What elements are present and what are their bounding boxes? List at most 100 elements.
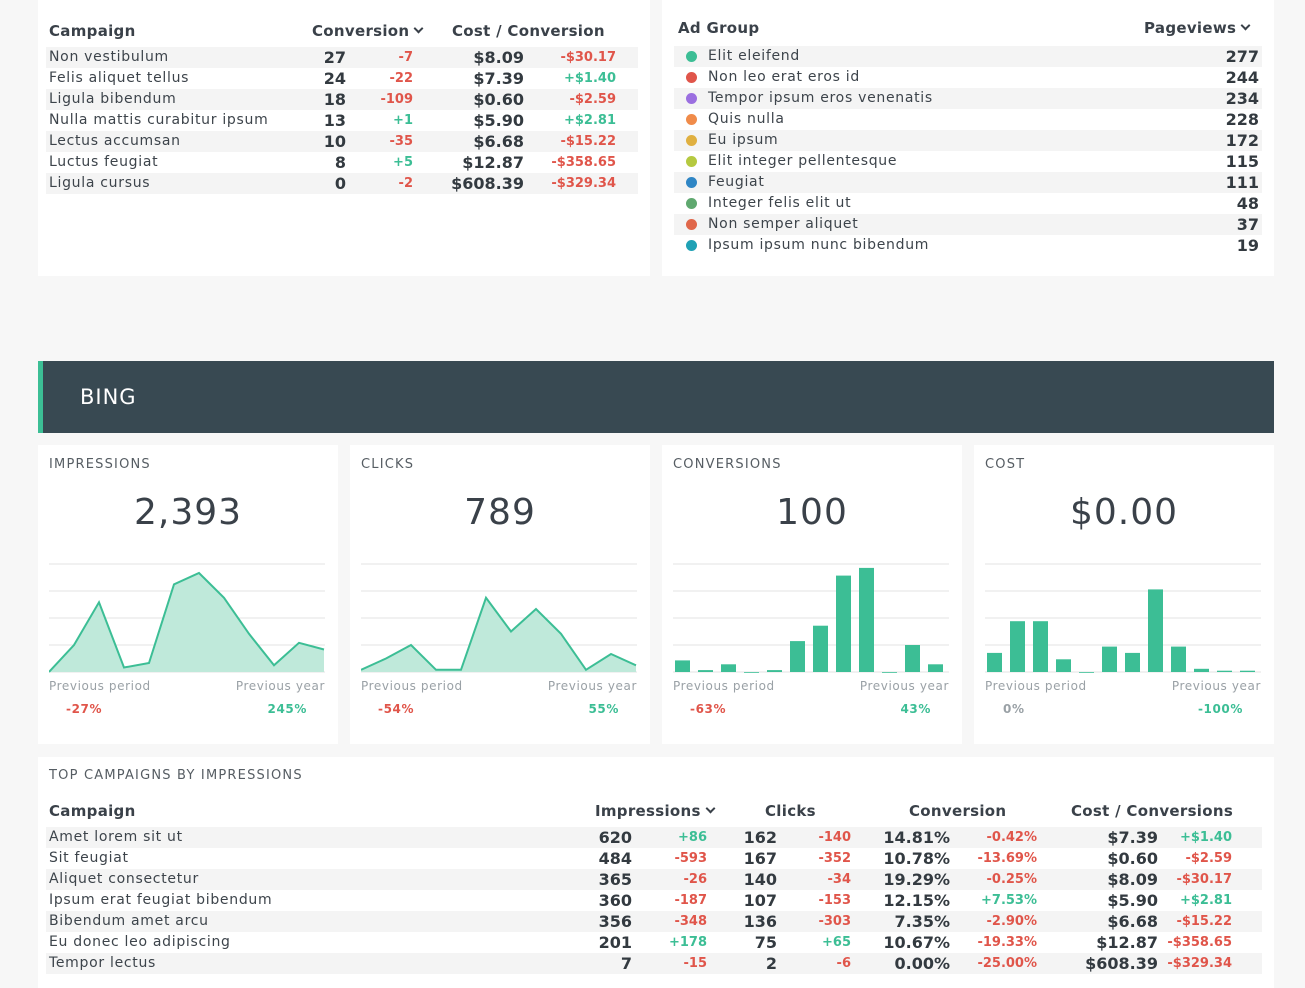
ad-group-name: Integer felis elit ut bbox=[708, 195, 852, 211]
metric-chart bbox=[361, 563, 637, 673]
pageviews-value: 19 bbox=[1236, 236, 1259, 255]
impressions-delta: -15 bbox=[683, 956, 708, 971]
table-row[interactable]: Ipsum erat feugiat bibendum 360 -187 107 -15… bbox=[46, 890, 1262, 911]
campaign-name: Sit feugiat bbox=[49, 850, 129, 866]
table-row[interactable]: Aliquet consectetur 365 -26 140 -34 19.29% -0.… bbox=[46, 869, 1262, 890]
bar bbox=[1056, 659, 1071, 672]
pageviews-column-header[interactable]: Pageviews bbox=[1144, 19, 1251, 37]
conversion-delta: +1 bbox=[393, 113, 413, 128]
clicks-delta: -34 bbox=[827, 872, 852, 887]
pageviews-value: 234 bbox=[1225, 89, 1259, 108]
conversion-delta: -22 bbox=[389, 71, 414, 86]
bar bbox=[882, 672, 897, 673]
section-banner: BING bbox=[38, 361, 1274, 433]
previous-year-value: 245% bbox=[267, 702, 307, 716]
impressions-value: 201 bbox=[598, 933, 632, 952]
campaign-name: Felis aliquet tellus bbox=[49, 70, 190, 86]
cost-value: $0.60 bbox=[473, 90, 524, 109]
cost-value: $12.87 bbox=[1096, 933, 1158, 952]
conversion-value: 27 bbox=[323, 48, 346, 67]
ad-group-column-header: Ad Group bbox=[678, 19, 760, 37]
bar bbox=[675, 660, 690, 672]
cost-value: $6.68 bbox=[1107, 912, 1158, 931]
cost-value: $12.87 bbox=[462, 153, 524, 172]
impressions-value: 365 bbox=[598, 870, 632, 889]
conversion-value: 13 bbox=[323, 111, 346, 130]
campaign-name: Ipsum erat feugiat bibendum bbox=[49, 892, 273, 908]
previous-period-label: Previous period bbox=[49, 679, 151, 693]
pageviews-value: 277 bbox=[1225, 47, 1259, 66]
pageviews-value: 244 bbox=[1225, 68, 1259, 87]
table-row[interactable]: Non vestibulum 27 -7 $8.09 -$30.17 bbox=[46, 47, 638, 68]
impressions-header-label: Impressions bbox=[595, 802, 701, 820]
table-row[interactable]: Sit feugiat 484 -593 167 -352 10.78% -13.69% $0… bbox=[46, 848, 1262, 869]
table-row[interactable]: Tempor ipsum eros venenatis 234 bbox=[674, 88, 1262, 109]
metric-card-conversions: CONVERSIONS 100 Previous period Previous ye… bbox=[662, 445, 962, 744]
table-row[interactable]: Elit eleifend 277 bbox=[674, 46, 1262, 67]
ad-group-name: Elit integer pellentesque bbox=[708, 153, 898, 169]
table-row[interactable]: Ligula cursus 0 -2 $608.39 -$329.34 bbox=[46, 173, 638, 194]
table-row[interactable]: Nulla mattis curabitur ipsum 13 +1 $5.90 +$2… bbox=[46, 110, 638, 131]
bar bbox=[698, 670, 713, 672]
clicks-value: 136 bbox=[743, 912, 777, 931]
previous-year-value: 55% bbox=[588, 702, 619, 716]
cost-conversion-column-header: Cost / Conversion bbox=[452, 22, 605, 40]
table-row[interactable]: Lectus accumsan 10 -35 $6.68 -$15.22 bbox=[46, 131, 638, 152]
legend-dot-icon bbox=[686, 177, 697, 188]
previous-year-value: 43% bbox=[900, 702, 931, 716]
cost-delta: -$15.22 bbox=[560, 134, 616, 149]
impressions-delta: -187 bbox=[674, 893, 707, 908]
cost-delta: +$1.40 bbox=[563, 71, 616, 86]
table-row[interactable]: Bibendum amet arcu 356 -348 136 -303 7.35% -2.… bbox=[46, 911, 1262, 932]
campaign-name: Amet lorem sit ut bbox=[49, 829, 183, 845]
bar bbox=[1033, 621, 1048, 672]
bar bbox=[905, 645, 920, 672]
table-row[interactable]: Felis aliquet tellus 24 -22 $7.39 +$1.40 bbox=[46, 68, 638, 89]
impressions-value: 620 bbox=[598, 828, 632, 847]
table-row[interactable]: Quis nulla 228 bbox=[674, 109, 1262, 130]
table-row[interactable]: Non semper aliquet 37 bbox=[674, 214, 1262, 235]
bar bbox=[1171, 646, 1186, 672]
cost-delta: -$30.17 bbox=[560, 50, 616, 65]
table-row[interactable]: Integer felis elit ut 48 bbox=[674, 193, 1262, 214]
table-row[interactable]: Eu ipsum 172 bbox=[674, 130, 1262, 151]
cost-value: $6.68 bbox=[473, 132, 524, 151]
bar bbox=[987, 652, 1002, 672]
conversion-delta: -25.00% bbox=[977, 956, 1037, 971]
table-row[interactable]: Tempor lectus 7 -15 2 -6 0.00% -25.00% $608.39-… bbox=[46, 953, 1262, 974]
impressions-delta: -348 bbox=[674, 914, 707, 929]
table-row[interactable]: Feugiat 111 bbox=[674, 172, 1262, 193]
previous-period-label: Previous period bbox=[361, 679, 463, 693]
conversion-delta: -0.42% bbox=[986, 830, 1038, 845]
table-row[interactable]: Ligula bibendum 18 -109 $0.60 -$2.59 bbox=[46, 89, 638, 110]
table-row[interactable]: Amet lorem sit ut 620 +86 162 -140 14.81% -0.4… bbox=[46, 827, 1262, 848]
cost-value: $7.39 bbox=[1107, 828, 1158, 847]
clicks-delta: -6 bbox=[836, 956, 851, 971]
cost-delta: -$358.65 bbox=[551, 155, 616, 170]
impressions-column-header[interactable]: Impressions bbox=[595, 802, 716, 820]
clicks-value: 140 bbox=[743, 870, 777, 889]
clicks-value: 107 bbox=[743, 891, 777, 910]
clicks-column-header: Clicks bbox=[765, 802, 816, 820]
previous-period-label: Previous period bbox=[985, 679, 1087, 693]
table-row[interactable]: Non leo erat eros id 244 bbox=[674, 67, 1262, 88]
cost-value: $608.39 bbox=[1085, 954, 1158, 973]
metric-card-clicks: CLICKS 789 Previous period Previous year -54… bbox=[350, 445, 650, 744]
bar bbox=[836, 575, 851, 672]
bar bbox=[1240, 670, 1255, 672]
table-row[interactable]: Elit integer pellentesque 115 bbox=[674, 151, 1262, 172]
cost-value: $8.09 bbox=[1107, 870, 1158, 889]
ad-group-name: Feugiat bbox=[708, 174, 765, 190]
ad-group-name: Quis nulla bbox=[708, 111, 785, 127]
table-row[interactable]: Eu donec leo adipiscing 201 +178 75 +65 10.67… bbox=[46, 932, 1262, 953]
conversion-column-header[interactable]: Conversion bbox=[312, 22, 424, 40]
bar bbox=[1102, 646, 1117, 672]
metric-card-cost: COST $0.00 Previous period Previous year 0% -… bbox=[974, 445, 1274, 744]
table-row[interactable]: Ipsum ipsum nunc bibendum 19 bbox=[674, 235, 1262, 256]
bar bbox=[744, 672, 759, 673]
metric-chart bbox=[49, 563, 325, 673]
pageviews-value: 115 bbox=[1225, 152, 1259, 171]
clicks-value: 2 bbox=[765, 954, 777, 973]
chevron-down-icon bbox=[705, 803, 716, 814]
table-row[interactable]: Luctus feugiat 8 +5 $12.87 -$358.65 bbox=[46, 152, 638, 173]
